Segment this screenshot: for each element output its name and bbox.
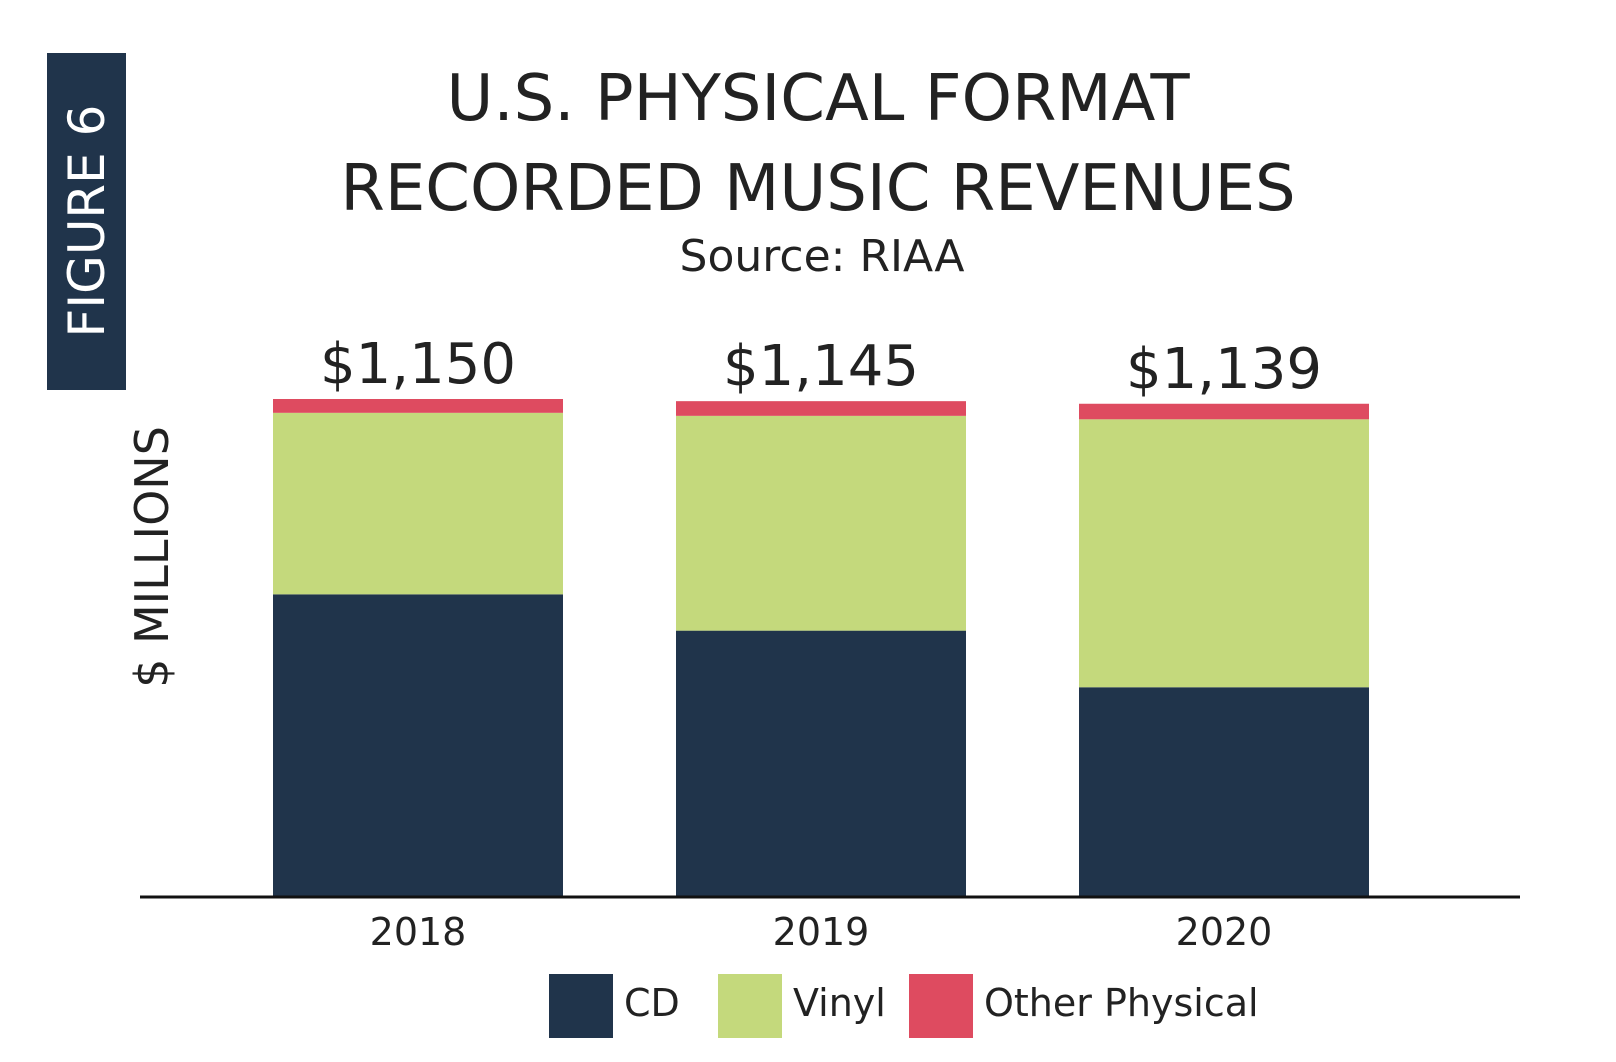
x-tick-label-2018: 2018	[370, 910, 467, 954]
bar-2020	[1079, 403, 1369, 896]
bar-2019	[676, 401, 966, 896]
chart-title-line-1: U.S. PHYSICAL FORMAT	[446, 62, 1190, 136]
legend-label-vinyl: Vinyl	[793, 981, 886, 1025]
total-label-2020: $1,139	[1126, 337, 1322, 402]
chart-title-line-2: RECORDED MUSIC REVENUES	[340, 152, 1295, 226]
legend: CD Vinyl Other Physical	[549, 974, 1259, 1038]
bar-segment-vinyl-2018	[273, 412, 563, 595]
total-label-2019: $1,145	[723, 334, 919, 399]
y-axis-label: $ MILLIONS	[125, 426, 179, 688]
chart-subtitle: Source: RIAA	[680, 231, 965, 282]
bars-layer	[273, 399, 1369, 896]
bar-segment-vinyl-2020	[1079, 419, 1369, 688]
figure-label: FIGURE 6	[58, 105, 116, 338]
bar-segment-cd-2019	[676, 630, 966, 896]
bar-2018	[273, 399, 563, 896]
bar-segment-cd-2020	[1079, 687, 1369, 896]
bar-segment-other-physical-2018	[273, 399, 563, 413]
figure-badge	[47, 53, 126, 390]
legend-swatch-other-physical	[909, 974, 973, 1038]
x-tick-label-2020: 2020	[1176, 910, 1273, 954]
legend-swatch-vinyl	[718, 974, 782, 1038]
bar-segment-vinyl-2019	[676, 415, 966, 631]
legend-label-other-physical: Other Physical	[984, 981, 1259, 1025]
bar-segment-other-physical-2019	[676, 401, 966, 416]
legend-label-cd: CD	[624, 981, 680, 1025]
bar-segment-cd-2018	[273, 594, 563, 896]
total-label-2018: $1,150	[320, 332, 516, 397]
bar-segment-other-physical-2020	[1079, 403, 1369, 420]
legend-swatch-cd	[549, 974, 613, 1038]
x-tick-label-2019: 2019	[773, 910, 870, 954]
